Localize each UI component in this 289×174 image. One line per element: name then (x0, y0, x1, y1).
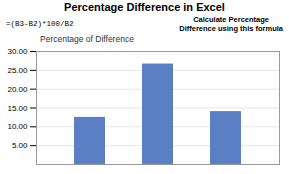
html-text:Percentage Difference in Excel: Percentage Difference in Excel (64, 1, 225, 13)
html-text:Calculate Percentage Differenc: Calculate Percentage Difference using th… (179, 15, 283, 33)
svg-text:25.00: 25.00 (7, 66, 28, 75)
svg-text:30.00: 30.00 (7, 47, 28, 56)
svg-text:5.00: 5.00 (12, 141, 28, 150)
html-text:Percentage of Difference: Percentage of Difference (40, 34, 134, 44)
svg-text:20.00: 20.00 (7, 85, 28, 94)
html-text:=(B3-B2)*100/B2: =(B3-B2)*100/B2 (6, 19, 74, 28)
svg-text:10.00: 10.00 (7, 122, 28, 131)
svg-text:15.00: 15.00 (7, 104, 28, 113)
